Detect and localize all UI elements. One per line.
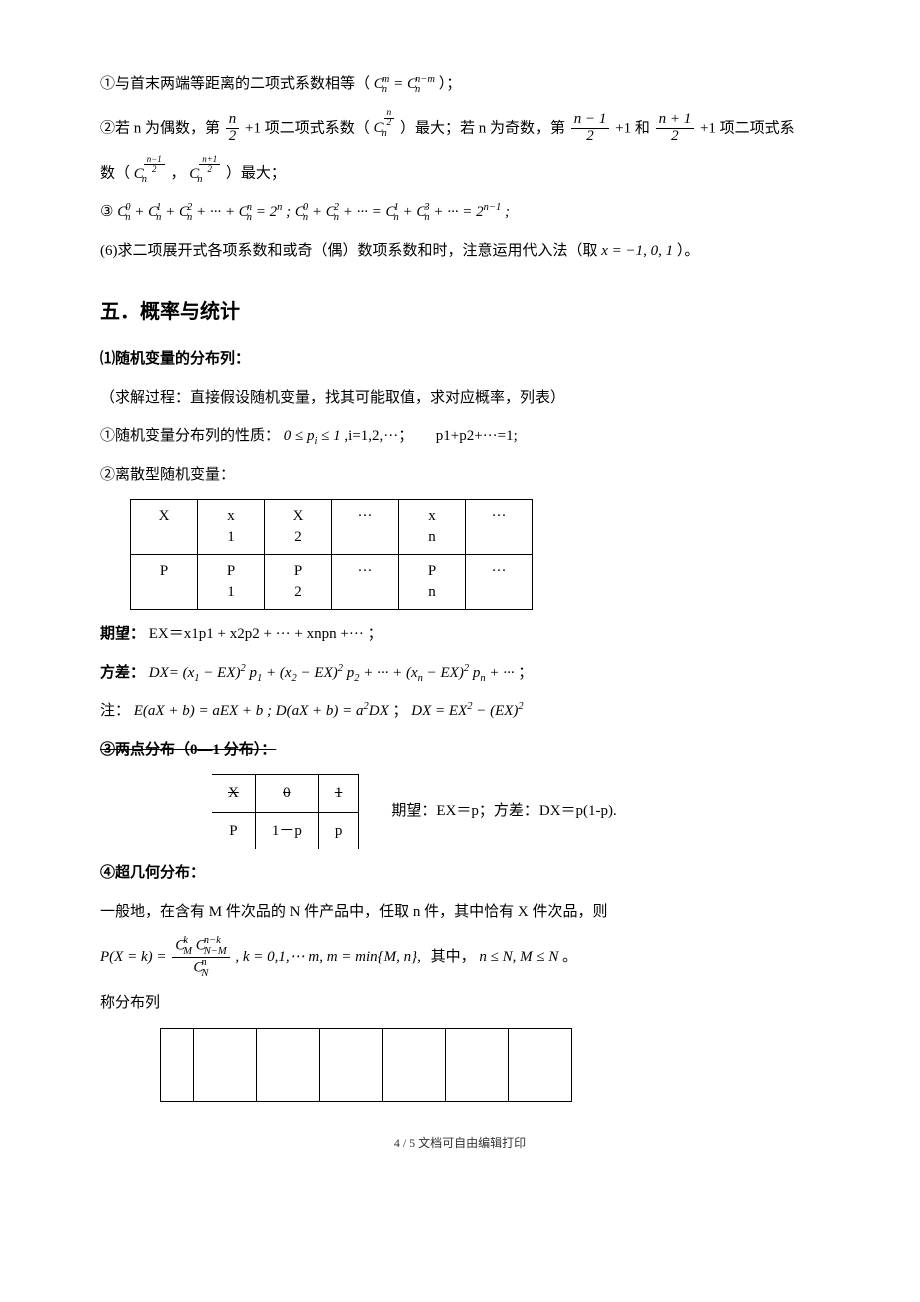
text: (6)求二项展开式各项系数和或奇（偶）数项系数和时，注意运用代入法（取 (100, 243, 598, 259)
prop-3: ③ C0n + C1n + C2n + ··· + Cnn = 2n ; C0n… (100, 198, 820, 227)
text: ； (393, 703, 408, 719)
frac: n + 12 (656, 112, 695, 145)
label: 方差： (100, 665, 145, 681)
cell: Pn (399, 555, 466, 610)
cell: 1 (318, 775, 359, 813)
dist-prop-1: ①随机变量分布列的性质： 0 ≤ pi ≤ 1 ,i=1,2,···； p1+p… (100, 422, 820, 451)
formula: x = −1, 0, 1 (601, 243, 673, 259)
cell: ··· (466, 500, 533, 555)
label: 注： (100, 703, 130, 719)
text: ②若 n 为偶数，第 (100, 120, 224, 136)
formula: Cn−12n (134, 166, 167, 182)
subhead-distribution: ⑴随机变量的分布列： (100, 345, 820, 374)
formula-dx: DX= (x1 − EX)2 p1 + (x2 − EX)2 p2 + ··· … (149, 665, 515, 681)
formula: Cn+12n (189, 166, 222, 182)
text: ）； (439, 76, 462, 92)
hypergeo-formula: P(X = k) = CkM Cn−kN−M CnN , k = 0,1,⋯ m… (100, 936, 820, 979)
text: 数（ (100, 166, 130, 182)
text: +1 项二项式系 (700, 120, 795, 136)
table-row: X x1 X2 ··· xn ··· (131, 500, 533, 555)
text: ； (518, 665, 533, 681)
label: ③两点分布（0—1 分布）： (100, 742, 276, 758)
text: +1 项二项式系数（ (245, 120, 370, 136)
variance: 方差： DX= (x1 − EX)2 p1 + (x2 − EX)2 p2 + … (100, 659, 820, 688)
text: ）最大；若 n 为奇数，第 (400, 120, 569, 136)
hypergeo-desc: 一般地，在含有 M 件次品的 N 件产品中，任取 n 件，其中恰有 X 件次品，… (100, 898, 820, 927)
hypergeo-heading: ④超几何分布： (100, 859, 820, 888)
cell: x1 (198, 500, 265, 555)
cell: xn (399, 500, 466, 555)
prop-2: ②若 n 为偶数，第 n2 +1 项二项式系数（ Cn2n ）最大；若 n 为奇… (100, 109, 820, 145)
page-footer: 4 / 5 文档可自由编辑打印 (100, 1132, 820, 1155)
cell: X2 (265, 500, 332, 555)
formula-cnm: Cmn = Cn−mn (374, 76, 435, 92)
text: 。 (562, 949, 577, 965)
cell: X (212, 775, 255, 813)
text: 其中， (431, 949, 476, 965)
cell: 1－p (255, 812, 318, 849)
distribution-table: X x1 X2 ··· xn ··· P P1 P2 ··· Pn ··· (130, 499, 533, 610)
formula: Cn2n (373, 120, 396, 136)
label: 期望： (100, 626, 145, 642)
dist-discrete: ②离散型随机变量： (100, 461, 820, 490)
cell: ··· (332, 555, 399, 610)
expectation: 期望： EX＝x1p1 + x2p2 + ··· + xnpn +··· ； (100, 620, 820, 649)
text: ①随机变量分布列的性质： (100, 428, 280, 444)
dist-list-label: 称分布列 (100, 989, 820, 1018)
formula: DX = EX2 − (EX)2 (411, 703, 523, 719)
text: ）。 (677, 243, 700, 259)
two-point-heading: ③两点分布（0—1 分布）： (100, 736, 820, 765)
text: ）最大； (226, 166, 286, 182)
cell: P (212, 812, 255, 849)
text: ③ (100, 204, 113, 220)
formula-sum-binom: C0n + C1n + C2n + ··· + Cnn = 2n ; C0n +… (117, 204, 510, 220)
two-point-row: X 0 1 P 1－p p 期望：EX＝p；方差：DX＝p(1-p). (100, 774, 820, 849)
prop-2-cont: 数（ Cn−12n ， Cn+12n ）最大； (100, 155, 820, 188)
note-linear: 注： E(aX + b) = aEX + b ; D(aX + b) = a2D… (100, 697, 820, 726)
cell: P (131, 555, 198, 610)
cell: P2 (265, 555, 332, 610)
formula: 0 ≤ pi ≤ 1 (284, 428, 341, 444)
section-heading: 五．概率与统计 (100, 293, 820, 331)
formula-frac: CkM Cn−kN−M CnN (172, 936, 229, 979)
two-point-table: X 0 1 P 1－p p (212, 774, 359, 849)
cell: ··· (332, 500, 399, 555)
formula-cond: , k = 0,1,⋯ m, m = min{M, n}, (235, 949, 421, 965)
note-process: （求解过程：直接假设随机变量，找其可能取值，求对应概率，列表） (100, 384, 820, 413)
cell: p (318, 812, 359, 849)
cell: ··· (466, 555, 533, 610)
cell: X (131, 500, 198, 555)
empty-table (160, 1028, 572, 1102)
formula-lhs: P(X = k) = (100, 949, 170, 965)
text: +1 和 (615, 120, 653, 136)
item-6: (6)求二项展开式各项系数和或奇（偶）数项系数和时，注意运用代入法（取 x = … (100, 237, 820, 266)
text: ①与首末两端等距离的二项式系数相等（ (100, 76, 370, 92)
prop-1: ①与首末两端等距离的二项式系数相等（ Cmn = Cn−mn ）； (100, 70, 820, 99)
cell: P1 (198, 555, 265, 610)
table-row: P P1 P2 ··· Pn ··· (131, 555, 533, 610)
text: ,i=1,2,···； p1+p2+···=1; (344, 428, 517, 444)
text: ， (170, 166, 185, 182)
two-point-stats: 期望：EX＝p；方差：DX＝p(1-p). (391, 797, 616, 826)
text: EX＝x1p1 + x2p2 + ··· + xnpn +··· ； (149, 626, 383, 642)
frac: n − 12 (571, 112, 610, 145)
formula: n ≤ N, M ≤ N (479, 949, 558, 965)
cell: 0 (255, 775, 318, 813)
formula: E(aX + b) = aEX + b ; D(aX + b) = a2DX (134, 703, 389, 719)
frac-n-2: n2 (226, 112, 240, 145)
